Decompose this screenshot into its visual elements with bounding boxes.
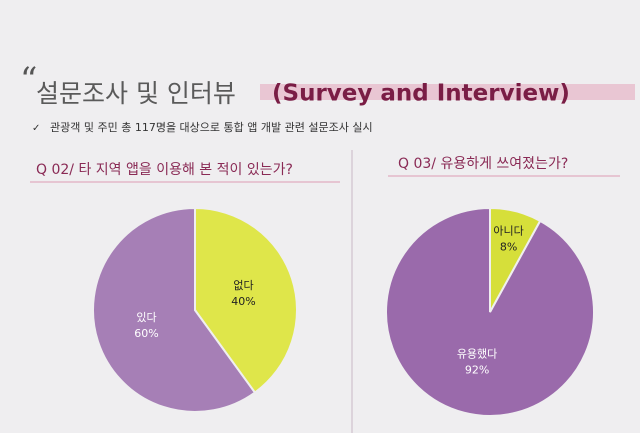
slice-value-label: 92% bbox=[465, 363, 489, 376]
slice-value-label: 8% bbox=[500, 240, 517, 253]
pie-slice bbox=[194, 206, 298, 394]
note: 관광객 및 주민 총 117명을 대상으로 통합 앱 개발 관련 설문조사 실시 bbox=[50, 121, 373, 134]
page-title: 설문조사 및 인터뷰 bbox=[36, 79, 236, 108]
pie-slice bbox=[92, 206, 257, 413]
chart-title: Q 03/ 유용하게 쓰여졌는가? bbox=[398, 156, 568, 172]
quote-mark: “ bbox=[20, 60, 37, 100]
chart-title: Q 02/ 타 지역 앱을 이용해 본 적이 있는가? bbox=[36, 162, 293, 178]
page-title-en: (Survey and Interview) bbox=[272, 81, 570, 107]
pie-slice bbox=[489, 206, 542, 313]
slice-label: 유용했다 bbox=[457, 347, 497, 360]
slice-label: 없다 bbox=[233, 279, 253, 292]
slice-label: 있다 bbox=[136, 311, 156, 324]
slice-value-label: 60% bbox=[134, 327, 158, 340]
slice-value-label: 40% bbox=[231, 295, 255, 308]
title-highlight bbox=[260, 84, 635, 100]
slice-label: 아니다 bbox=[493, 224, 523, 237]
check-mark: ✓ bbox=[32, 123, 40, 134]
pie-slice bbox=[385, 206, 595, 417]
